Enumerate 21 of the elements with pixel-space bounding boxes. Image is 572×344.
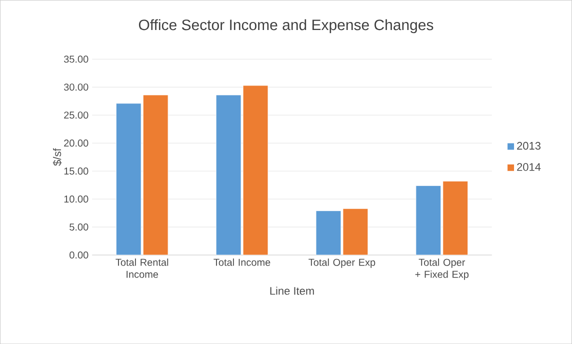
y-tick-label: 35.00	[64, 56, 88, 63]
y-tick-label: 25.00	[64, 112, 88, 119]
legend-label: 2014	[517, 163, 541, 171]
y-tick-label: 5.00	[70, 223, 88, 230]
y-axis-title: $/sf	[52, 148, 62, 166]
legend-label: 2013	[517, 142, 541, 150]
y-tick-label: 15.00	[64, 167, 88, 175]
y-tick-label: 10.00	[64, 195, 88, 203]
bar	[142, 94, 168, 255]
x-axis-title: Line Item	[270, 286, 314, 295]
y-tick-label: 0.00	[70, 251, 88, 258]
chart-title: Office Sector Income and Expense Changes	[138, 19, 434, 34]
y-tick-label: 30.00	[64, 84, 88, 91]
x-tick-label: Total Oper Exp	[308, 258, 376, 268]
bar	[242, 85, 268, 255]
x-tick-label: Total Income	[214, 258, 270, 266]
x-tick-label: Total Rental Income	[116, 258, 168, 278]
y-tick-label: 20.00	[64, 139, 88, 147]
x-tick-label: Total Oper + Fixed Exp	[415, 258, 469, 280]
bar	[342, 208, 368, 255]
bar	[442, 180, 468, 255]
